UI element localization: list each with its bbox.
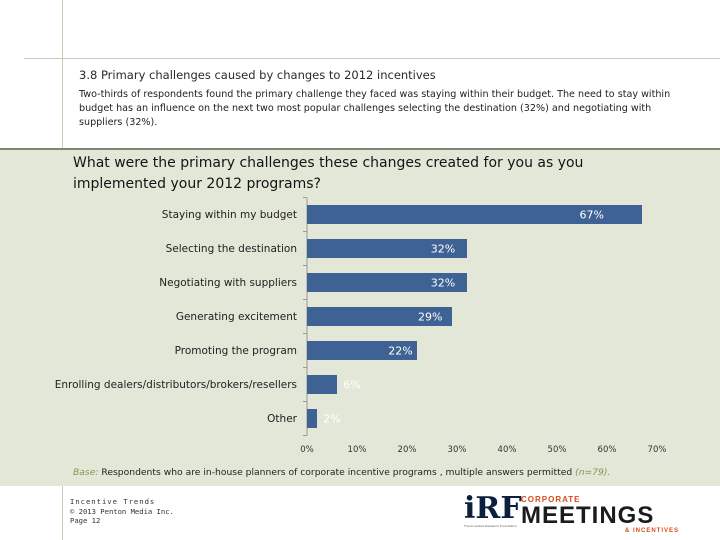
x-tick-label: 0%: [300, 445, 314, 455]
x-tick-label: 70%: [648, 445, 667, 455]
data-label: 67%: [580, 209, 604, 222]
base-sample-size: (n=79).: [575, 467, 611, 478]
category-label: Negotiating with suppliers: [159, 277, 297, 289]
category-label: Other: [267, 413, 297, 425]
data-label: 2%: [323, 413, 340, 426]
bar: [307, 341, 417, 360]
base-text: Respondents who are in-house planners of…: [98, 467, 576, 478]
footer-text: Incentive Trends © 2013 Penton Media Inc…: [70, 497, 174, 526]
category-label: Selecting the destination: [166, 243, 297, 255]
cm-logo-main: MEETINGS: [521, 502, 655, 529]
category-label: Generating excitement: [176, 311, 297, 323]
section-title: 3.8 Primary challenges caused by changes…: [79, 68, 436, 82]
x-tick-label: 60%: [598, 445, 617, 455]
category-label: Enrolling dealers/distributors/brokers/r…: [55, 379, 297, 391]
intro-paragraph: Two-thirds of respondents found the prim…: [79, 89, 671, 128]
x-tick-label: 10%: [348, 445, 367, 455]
data-label: 29%: [418, 311, 442, 324]
data-label: 22%: [388, 345, 412, 358]
corporate-meetings-logo: CORPORATE MEETINGS & INCENTIVES: [521, 495, 679, 535]
category-label: Promoting the program: [175, 345, 297, 357]
data-label: 6%: [343, 379, 360, 392]
irf-logo-subtitle: The Incentive Research Foundation: [464, 524, 517, 528]
cm-logo-top: CORPORATE: [521, 495, 581, 504]
x-tick-label: 50%: [548, 445, 567, 455]
footer-copyright: © 2013 Penton Media Inc.: [70, 506, 174, 516]
bar: [307, 273, 467, 292]
bar: [307, 375, 337, 394]
bar: [307, 239, 467, 258]
bar: [307, 205, 642, 224]
base-label: Base:: [73, 467, 99, 478]
data-label: 32%: [431, 243, 455, 256]
base-note: Base: Respondents who are in-house plann…: [73, 467, 610, 478]
x-tick-label: 20%: [398, 445, 417, 455]
data-label: 32%: [431, 277, 455, 290]
footer-brand: Incentive Trends: [70, 497, 156, 506]
decorative-horizontal-rule: [24, 58, 720, 59]
chart-question-title: What were the primary challenges these c…: [73, 155, 584, 192]
x-tick-label: 40%: [498, 445, 517, 455]
bar: [307, 307, 452, 326]
bar: [307, 409, 317, 428]
decorative-vertical-rule: [62, 0, 63, 150]
footer-rule: [62, 486, 63, 540]
cm-logo-bottom: & INCENTIVES: [624, 528, 679, 534]
category-label: Staying within my budget: [162, 209, 297, 221]
irf-logo-mark: iRF: [464, 491, 522, 526]
x-tick-label: 30%: [448, 445, 467, 455]
footer-page-number: Page 12: [70, 516, 101, 525]
irf-logo: iRF The Incentive Research Foundation: [464, 491, 522, 529]
